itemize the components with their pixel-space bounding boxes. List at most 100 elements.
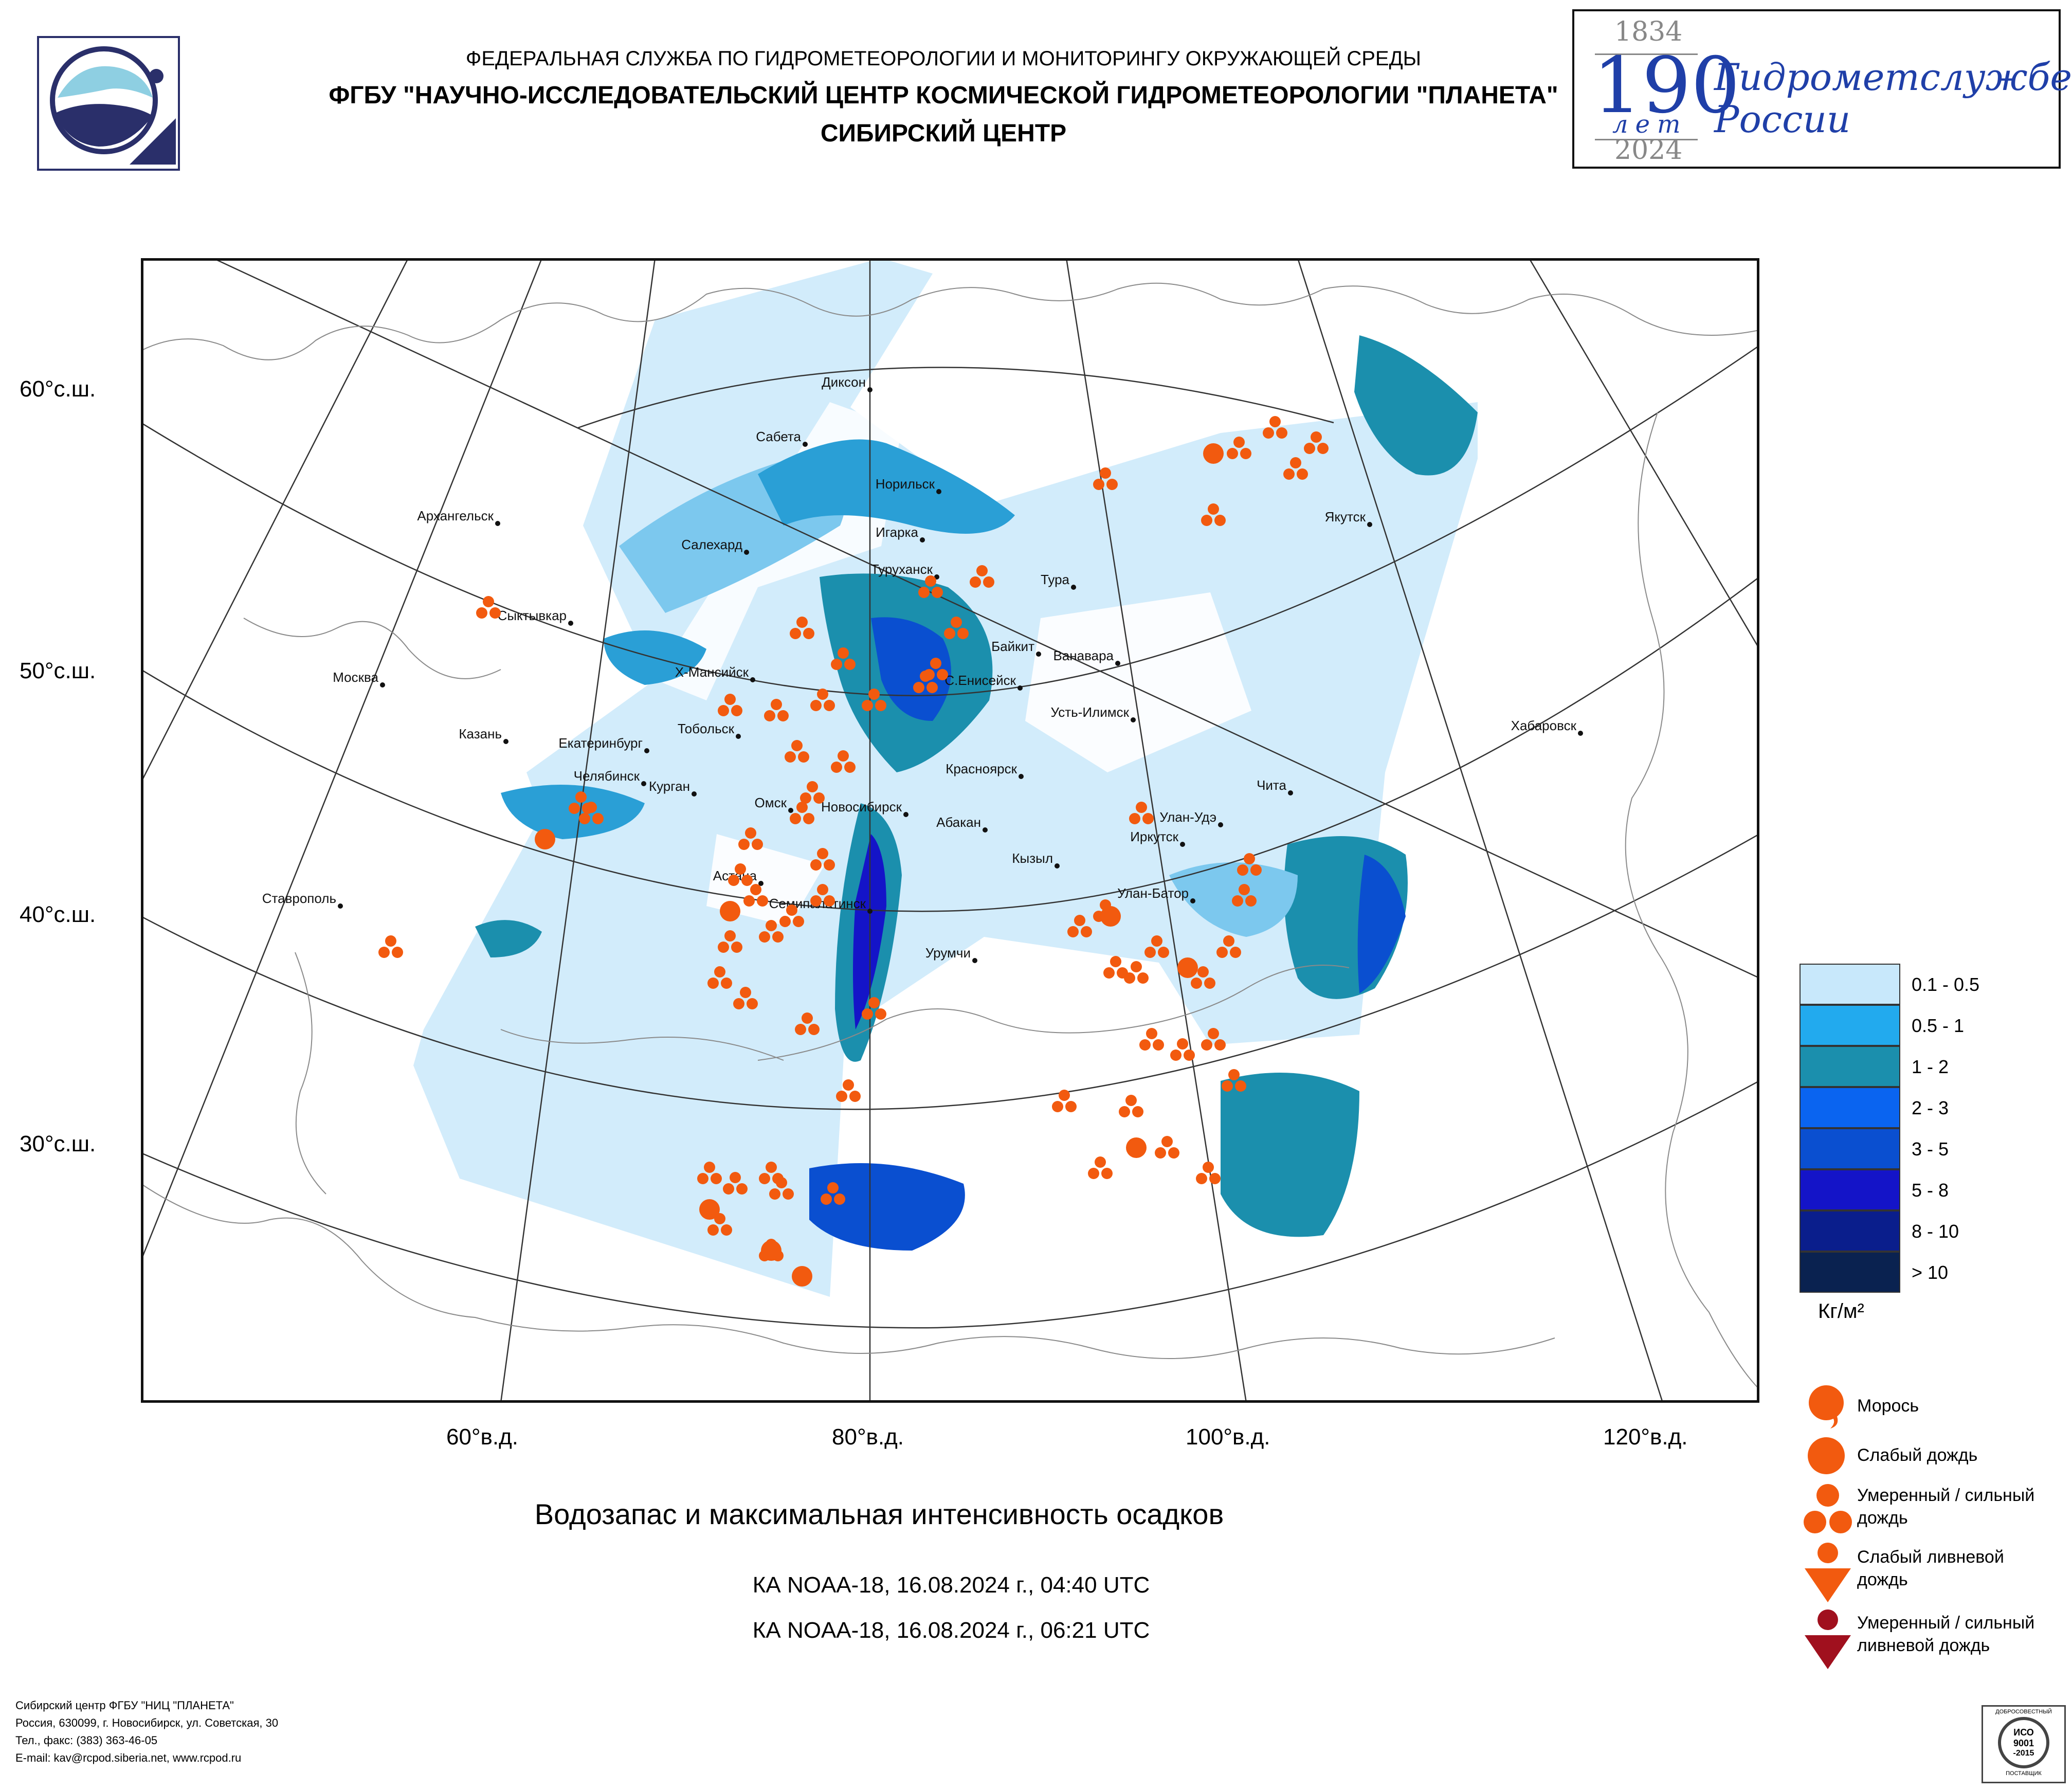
city-25: Чита [1257,777,1293,795]
city-marker [788,808,793,813]
legend-swatch-4 [1800,1087,1900,1128]
lat-label-40: 40°с.ш. [20,902,96,927]
city-label: Урумчи [925,945,971,961]
city-26: Новосибирск [821,799,908,817]
moderate-rain-marker-58 [1201,1028,1226,1051]
city-label: Норильск [876,476,935,492]
light-shower-icon [1805,1543,1851,1602]
legend-label-2: 0.5 - 1 [1912,1015,1965,1036]
city-marker [1578,731,1583,736]
anniversary-year-start: 1834 [1614,16,1683,47]
moderate-rain-marker-31 [707,966,732,989]
city-marker [568,621,573,626]
legend-label-5: 3 - 5 [1912,1138,1949,1160]
moderate-rain-marker-61 [1155,1136,1179,1159]
city-label: Байкит [991,639,1034,654]
city-marker [744,550,749,555]
city-marker [803,442,808,447]
moderate-rain-icon [1804,1484,1852,1533]
iso-badge: ДОБРОСОВЕСТНЫЙ ИСО 9001 -2015 ПОСТАВЩИК [1982,1705,2066,1783]
symbol-label-light-shower: Слабый ливневой дождь [1857,1547,2004,1589]
city-label: Улан-Батор [1117,885,1189,901]
moderate-rain-marker-64 [1196,1162,1221,1184]
city-label: Челябинск [574,768,640,784]
city-marker [936,489,941,494]
footer-line3: Тел., факс: (383) 363-46-05 [15,1734,158,1747]
city-marker [692,791,697,797]
city-5: Салехард [681,537,749,555]
light-rain-marker-2 [720,901,740,921]
lon-label-120: 120°в.д. [1603,1424,1688,1450]
moderate-rain-marker-45 [821,1182,845,1205]
city-label: Курган [649,779,690,794]
city-19: Хабаровск [1511,718,1583,736]
legend-label-7: 8 - 10 [1912,1221,1959,1242]
anniversary-number: 190 [1593,41,1740,131]
city-label: Екатеринбург [558,735,643,751]
lat-label-50: 50°с.ш. [20,658,96,683]
moderate-rain-marker-2 [1263,416,1287,439]
legend-label-8: > 10 [1912,1262,1949,1283]
moderate-rain-marker-6 [1093,467,1118,490]
symbol-label-light-rain: Слабый дождь [1857,1445,1978,1465]
city-28: Улан-Удэ [1159,809,1223,827]
lon-label-100: 100°в.д. [1186,1424,1270,1450]
iso-badge-mid3: -2015 [2013,1749,2034,1758]
light-rain-marker-4 [761,1240,781,1261]
moderate-rain-marker-50 [1191,966,1215,989]
moderate-rain-marker-59 [1222,1069,1246,1092]
city-1: Диксон [822,374,873,392]
moderate-rain-marker-21 [800,781,825,804]
lat-label-60: 60°с.ш. [20,376,96,402]
lon-label-80: 80°в.д. [832,1424,904,1450]
moderate-rain-marker-49 [1216,935,1241,958]
city-32: Ставрополь [262,891,343,909]
city-marker [1288,790,1293,795]
agency-title: ФЕДЕРАЛЬНАЯ СЛУЖБА ПО ГИДРОМЕТЕОРОЛОГИИ … [465,47,1422,70]
graticule [141,258,1759,1403]
moderate-rain-marker-16 [764,699,789,721]
city-marker [503,739,508,744]
moderate-rain-marker-4 [1283,457,1308,480]
moderate-rain-marker-9 [970,565,994,588]
footer-line4: E-mail: kav@rcpod.siberia.net, www.rcpod… [15,1751,242,1764]
city-label: Х-Мансийск [675,664,749,680]
moderate-rain-marker-47 [1237,853,1262,876]
city-marker [1190,898,1195,903]
moderate-rain-marker-15 [810,689,835,711]
city-label: Туруханск [871,562,933,577]
city-13: Москва [333,670,385,688]
moderate-rain-marker-57 [1170,1038,1195,1061]
legend-swatch-1 [1800,964,1900,1005]
city-label: Абакан [936,815,981,830]
city-marker [1071,585,1076,590]
city-11: Байкит [991,639,1041,657]
city-label: Усть-Илимск [1050,704,1129,720]
legend-unit: Кг/м² [1818,1300,1864,1323]
anniversary-year-end: 2024 [1614,135,1683,166]
pass-2: КА NOAA-18, 16.08.2024 г., 06:21 UTC [752,1618,1150,1643]
city-marker [920,537,925,542]
moderate-rain-marker-56 [1139,1028,1164,1051]
city-29: Иркутск [1130,829,1185,847]
light-rain-marker-9 [535,829,555,849]
city-label: Архангельск [417,508,494,523]
organization-title: ФГБУ "НАУЧНО-ИССЛЕДОВАТЕЛЬСКИЙ ЦЕНТР КОС… [329,82,1558,109]
city-label: Тура [1041,572,1070,587]
city-22: Челябинск [574,768,646,786]
city-marker [736,734,741,739]
city-marker [1367,522,1372,527]
city-9: Якутск [1325,509,1372,527]
city-15: С.Енисейск [944,673,1023,691]
city-label: Салехард [681,537,742,552]
precipitation-symbols [378,416,1329,1287]
moderate-rain-marker-28 [779,904,804,927]
anniversary-years-word: лет [1612,110,1688,139]
city-21: Красноярск [946,761,1024,779]
map-title: Водозапас и максимальная интенсивность о… [534,1498,1224,1530]
drizzle-icon [1809,1385,1844,1428]
moderate-rain-marker-1 [1227,437,1251,459]
city-label: Игарка [876,524,918,540]
moderate-rain-marker-39 [723,1172,748,1195]
moderate-rain-marker-22 [790,802,814,824]
